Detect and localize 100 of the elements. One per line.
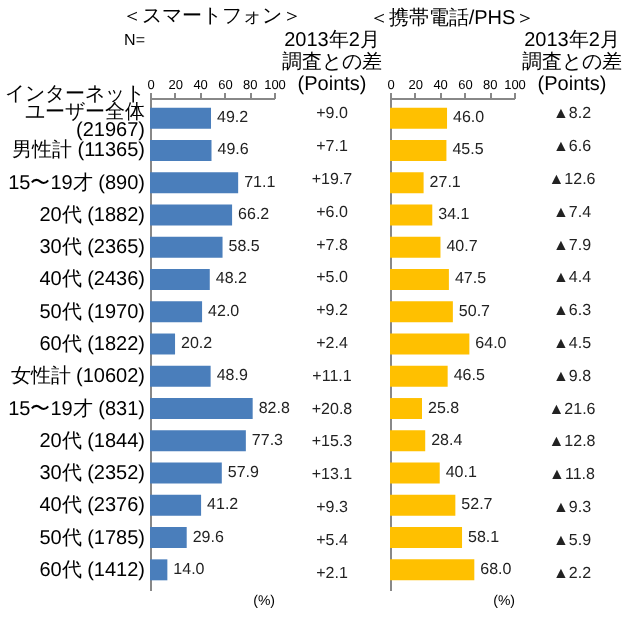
y-tick-label: 20代 (1844) <box>39 430 145 453</box>
bar <box>390 527 463 549</box>
text: +20.8 <box>311 399 354 418</box>
chart-title: ＜スマートフォン＞ <box>122 6 302 28</box>
text: +7.1 <box>316 137 349 156</box>
data-label: 50.7 <box>458 301 492 320</box>
data-label: 34.1 <box>438 204 471 223</box>
y-tick-label: 女性計 (10602) <box>10 364 145 389</box>
bar <box>390 462 440 484</box>
data-label: 57.9 <box>227 463 261 482</box>
y-tick-label: 40代 (2436) <box>39 269 145 292</box>
text: +9.0 <box>316 104 349 123</box>
data-label: 40.7 <box>446 237 479 256</box>
data-label: 20.2 <box>181 334 214 352</box>
text: +9.3 <box>316 498 349 516</box>
data-label: 58.5 <box>228 237 261 256</box>
text: ▲5.9 <box>552 530 593 549</box>
text: +2.4 <box>316 334 349 352</box>
text: ▲21.6 <box>548 399 597 418</box>
bar <box>390 494 456 516</box>
data-label: 49.6 <box>217 140 250 159</box>
data-label: 66.2 <box>238 204 271 223</box>
text: ▲12.8 <box>548 432 597 451</box>
text: +7.8 <box>316 235 349 254</box>
chart-title: ＜携帯電話/PHS＞ <box>368 6 536 30</box>
text: ▲6.3 <box>552 301 593 320</box>
bar <box>390 107 448 129</box>
y-tick-label: 30代 (2352) <box>39 463 145 486</box>
bar <box>150 494 202 516</box>
text: +5.4 <box>316 530 349 549</box>
bar <box>150 365 211 387</box>
text: +19.7 <box>311 170 354 188</box>
data-label: 14.0 <box>173 559 206 578</box>
text: +2.1 <box>316 563 349 582</box>
data-label: 41.2 <box>207 495 240 514</box>
data-label: 28.4 <box>431 430 464 449</box>
data-label: 46.5 <box>453 366 486 385</box>
text: ▲4.4 <box>552 268 593 287</box>
data-label: 40.1 <box>445 463 478 482</box>
text: ▲9.8 <box>552 366 593 385</box>
y-tick-label: 50代 (1785) <box>39 527 145 550</box>
data-label: 27.1 <box>429 172 462 191</box>
data-label: 48.2 <box>215 269 249 288</box>
bar <box>150 333 176 355</box>
y-axis-title: N= <box>124 31 146 49</box>
bar <box>150 430 246 452</box>
text: +5.0 <box>316 268 349 287</box>
text: +15.3 <box>311 432 354 451</box>
y-tick-label: 30代 (2365) <box>39 237 145 260</box>
text: +9.2 <box>316 301 349 320</box>
text: ▲11.8 <box>549 465 596 484</box>
bar <box>150 172 239 194</box>
data-label: 77.3 <box>251 430 285 449</box>
bar <box>150 236 223 258</box>
bar <box>150 204 233 226</box>
text: +6.0 <box>316 202 349 221</box>
text: ▲2.2 <box>552 563 593 582</box>
text: ▲7.9 <box>552 235 593 254</box>
y-tick-label: 15〜19才 (831) <box>8 396 145 421</box>
data-label: 45.5 <box>452 140 485 159</box>
data-label: 42.0 <box>208 301 241 320</box>
bar <box>390 333 470 355</box>
data-label: 29.6 <box>192 527 225 546</box>
bar <box>390 204 433 226</box>
data-label: 71.1 <box>244 172 277 191</box>
bar <box>390 430 426 452</box>
bar <box>150 527 187 549</box>
bar <box>390 172 424 194</box>
y-tick-label: 20代 (1882) <box>39 204 145 227</box>
data-label: 58.1 <box>468 527 501 546</box>
data-label: 48.9 <box>216 366 249 385</box>
bar <box>150 559 168 581</box>
bar <box>150 301 203 323</box>
bar <box>150 462 222 484</box>
text: ▲12.6 <box>548 170 597 188</box>
y-tick-label: 60代 (1412) <box>39 559 145 582</box>
data-label: 46.0 <box>453 108 486 127</box>
bar <box>390 398 422 420</box>
bar <box>390 365 448 387</box>
y-tick-label: 50代 (1970) <box>39 301 145 324</box>
text: ▲6.6 <box>552 137 593 156</box>
data-label: 25.8 <box>427 398 461 417</box>
text: ▲9.3 <box>552 498 593 516</box>
bar <box>390 236 441 258</box>
bar <box>150 139 212 161</box>
text: ▲4.5 <box>552 334 593 352</box>
y-tick-label: 40代 (2376) <box>39 495 145 518</box>
bar <box>390 268 449 290</box>
text: ▲7.4 <box>552 202 593 221</box>
data-label: 64.0 <box>475 334 508 352</box>
data-label: 52.7 <box>461 495 494 514</box>
bar <box>150 107 212 129</box>
text: +11.1 <box>312 366 353 385</box>
data-label: 47.5 <box>454 269 488 288</box>
y-tick-label: 15〜19才 (890) <box>8 170 145 195</box>
bar <box>390 301 453 323</box>
text: ▲8.2 <box>552 104 593 123</box>
bar <box>150 398 253 420</box>
y-tick-label: 男性計 (11365) <box>11 138 145 163</box>
y-tick-label: 60代 (1822) <box>39 334 145 356</box>
